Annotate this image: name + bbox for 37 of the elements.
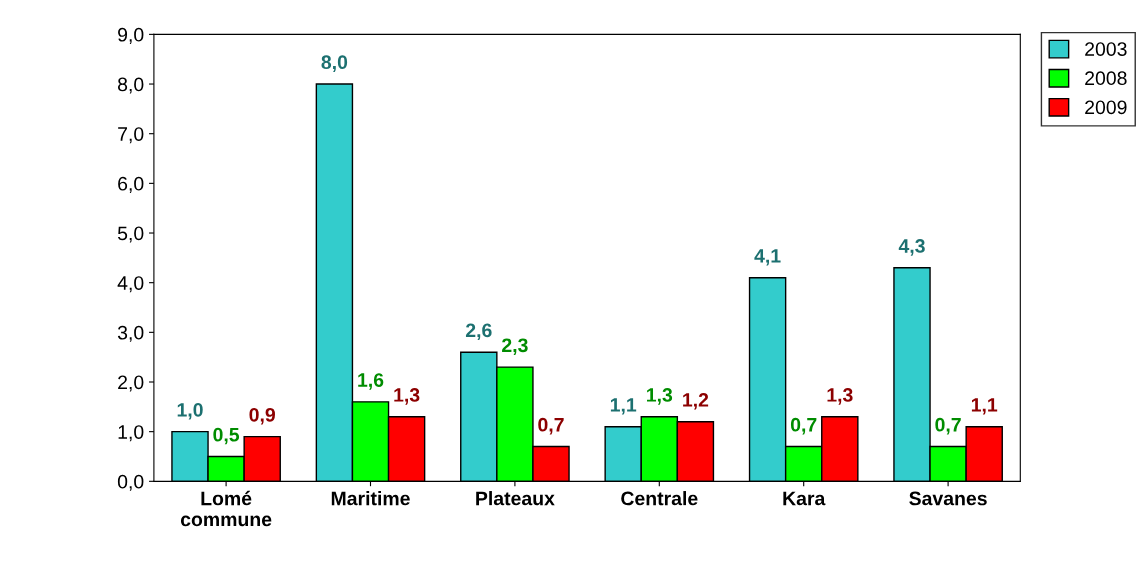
data-label: 0,7 [538,417,564,435]
legend-label: 2008 [1085,71,1127,86]
y-tick-label: 1,0 [118,425,144,442]
x-tick-label: Kara [783,491,826,506]
data-label: 4,1 [754,249,781,266]
data-label: 2,3 [502,338,528,355]
y-tick-label: 4,0 [117,276,144,293]
data-label: 1,6 [358,373,384,390]
data-label: 1,2 [683,393,709,410]
x-tick-label: Lomé commune [180,490,272,527]
legend-label: 2009 [1085,100,1127,115]
y-tick-label: 3,0 [117,325,144,342]
y-tick-label: 0,0 [117,474,144,491]
data-label: 4,3 [898,239,925,256]
y-tick-label: 2,0 [118,375,144,392]
data-label: 0,9 [249,407,275,425]
data-label: 2,6 [465,323,492,341]
data-label: 1,3 [647,388,673,405]
x-tick-label: Savanes [909,491,987,506]
data-label: 8,0 [321,55,348,72]
data-label: 1,0 [177,402,203,420]
x-tick-label: Plateaux [476,491,555,506]
data-label: 1,1 [971,398,998,415]
data-label: 1,1 [610,398,637,415]
data-label: 0,5 [213,427,240,445]
data-label: 1,3 [827,388,853,405]
x-tick-label: Maritime [331,491,410,506]
y-tick-label: 7,0 [118,127,144,144]
x-tick-label: Centrale [621,491,698,506]
y-tick-label: 5,0 [117,226,144,243]
legend-label: 2003 [1085,42,1127,56]
data-label: 0,7 [935,417,961,435]
y-tick-label: 9,0 [118,27,144,44]
data-label: 1,3 [394,388,420,405]
data-label: 0,7 [790,417,817,435]
y-tick-label: 8,0 [117,77,144,94]
y-tick-label: 6,0 [118,176,144,193]
